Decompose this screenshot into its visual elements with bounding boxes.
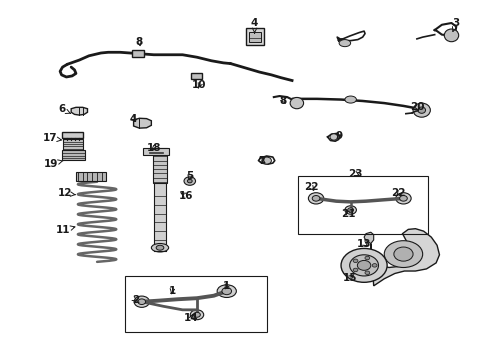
Text: 10: 10 [192,80,207,90]
Bar [153,148,167,183]
Text: 4: 4 [130,114,137,124]
Ellipse shape [184,177,196,185]
Bar [76,172,106,181]
Text: 8: 8 [136,37,143,47]
Ellipse shape [187,179,192,183]
Ellipse shape [418,107,425,113]
Text: 11: 11 [56,225,75,235]
Bar [246,28,264,45]
Text: 6: 6 [58,104,71,114]
Text: 14: 14 [184,313,198,323]
Ellipse shape [345,206,356,214]
Text: 4: 4 [251,18,258,33]
Ellipse shape [384,241,423,267]
Ellipse shape [308,193,324,204]
Text: 3: 3 [452,18,460,32]
Ellipse shape [217,285,236,297]
Bar [132,50,144,57]
Text: 23: 23 [348,168,363,179]
Ellipse shape [394,247,413,261]
Polygon shape [361,252,374,264]
Ellipse shape [290,98,304,109]
Ellipse shape [357,260,371,270]
Ellipse shape [156,245,164,250]
Ellipse shape [190,310,204,320]
Ellipse shape [138,299,146,305]
Text: 17: 17 [43,133,61,143]
Text: 9: 9 [335,131,342,141]
Bar [64,139,83,150]
Text: 16: 16 [179,191,194,201]
Ellipse shape [330,134,338,140]
Ellipse shape [413,103,430,117]
Ellipse shape [339,40,351,47]
Ellipse shape [262,157,271,164]
Text: 18: 18 [147,143,161,153]
Ellipse shape [396,193,411,204]
Ellipse shape [350,255,378,276]
Text: 15: 15 [343,273,357,283]
Polygon shape [371,229,440,286]
Ellipse shape [312,195,320,201]
Text: 21: 21 [341,208,355,219]
Bar [249,32,261,42]
Ellipse shape [345,96,356,103]
Polygon shape [134,118,151,128]
Text: 7: 7 [258,156,266,166]
Bar [62,132,83,138]
Ellipse shape [365,256,370,260]
Polygon shape [364,232,374,243]
Text: 22: 22 [304,182,318,192]
Text: 5: 5 [186,171,194,181]
Ellipse shape [400,195,407,201]
Bar [298,176,428,234]
Text: 22: 22 [392,188,406,198]
Ellipse shape [372,264,377,267]
Bar [62,150,85,159]
Bar [191,73,202,80]
Text: 12: 12 [58,188,75,198]
Text: 1: 1 [169,286,175,296]
Ellipse shape [134,296,149,307]
Text: 19: 19 [43,159,63,169]
Text: 13: 13 [357,239,371,248]
Ellipse shape [341,248,387,282]
Text: 20: 20 [410,102,424,112]
Text: 8: 8 [280,96,287,105]
Ellipse shape [222,288,232,294]
Bar [154,183,166,243]
Ellipse shape [353,268,358,272]
Ellipse shape [365,271,370,275]
Ellipse shape [194,312,200,317]
Text: 2: 2 [132,295,139,305]
Text: 1: 1 [223,281,230,291]
Ellipse shape [151,243,169,252]
Ellipse shape [348,208,353,212]
Ellipse shape [444,29,459,42]
Polygon shape [71,107,88,115]
Ellipse shape [353,259,358,262]
FancyBboxPatch shape [143,148,169,155]
Bar [125,276,267,332]
